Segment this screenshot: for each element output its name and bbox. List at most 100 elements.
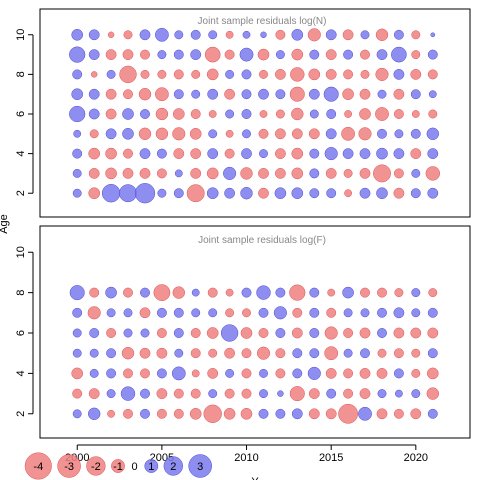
bubble-positive (88, 49, 100, 60)
bubble-negative (359, 168, 371, 179)
bubble-negative (123, 287, 133, 298)
bubble-positive (173, 49, 184, 60)
bubble-negative (88, 388, 100, 399)
bubble-negative (275, 148, 286, 159)
bubble-positive (360, 308, 370, 318)
bubble-positive (171, 366, 186, 381)
bubble-positive (241, 148, 252, 159)
bubble-positive (360, 30, 370, 40)
bubble-negative (411, 30, 421, 40)
bubble-positive (157, 188, 167, 198)
y-tick-label: 10 (15, 246, 27, 258)
bubble-positive (106, 389, 116, 399)
y-tick-label: 2 (15, 411, 27, 417)
bubble-negative (410, 148, 422, 159)
bubble-positive (190, 29, 201, 40)
bubble-negative (173, 148, 185, 159)
bubble-positive (140, 287, 150, 298)
bubble-positive (173, 328, 184, 338)
bubble-positive (207, 88, 219, 100)
bubble-positive (292, 368, 303, 379)
bubble-negative (258, 168, 269, 179)
bubble-positive (309, 148, 320, 159)
bubble-negative (207, 287, 218, 298)
bubble-positive (106, 348, 117, 359)
legend-label: -3 (64, 461, 74, 473)
bubble-positive (71, 88, 84, 101)
bubble-negative (291, 147, 304, 160)
bubble-negative (289, 386, 305, 402)
bubble-negative (122, 49, 134, 60)
bubble-negative (291, 327, 303, 339)
bubble-negative (426, 367, 439, 380)
bubble-positive (326, 188, 337, 199)
bubble-negative (206, 68, 219, 81)
bubble-negative (344, 110, 352, 118)
bubble-positive (155, 27, 169, 42)
bubble-positive (376, 147, 388, 160)
bubble-negative (428, 109, 438, 119)
legend-bubble (144, 459, 159, 473)
bubble-positive (72, 69, 83, 80)
bubble-negative (324, 346, 339, 361)
bubble-negative (240, 327, 253, 339)
bubble-negative (290, 67, 305, 82)
bubble-negative (342, 88, 354, 101)
bubble-positive (69, 285, 85, 301)
bubble-positive (343, 308, 353, 318)
bubble-negative (123, 148, 133, 159)
bubble-negative (375, 67, 389, 81)
bubble-negative (88, 168, 100, 179)
bubble-positive (72, 168, 82, 178)
bubble-negative (89, 129, 99, 139)
bubble-positive (393, 368, 404, 379)
bubble-negative (191, 69, 201, 79)
bubble-negative (393, 109, 404, 119)
bubble-negative (206, 167, 219, 180)
bubble-negative (155, 87, 169, 102)
bubble-positive (174, 348, 184, 358)
bubble-positive (173, 188, 184, 199)
bubble-negative (410, 327, 422, 339)
bubble-negative (325, 408, 337, 420)
bubble-positive (323, 86, 339, 102)
bubble-positive (291, 28, 304, 41)
panel-frame (39, 225, 471, 439)
bubble-positive (105, 286, 117, 299)
bubble-negative (156, 168, 167, 179)
bubble-positive (324, 147, 338, 161)
bubble-negative (359, 327, 371, 339)
bubble-positive (376, 49, 388, 60)
bubble-positive (309, 188, 320, 199)
bubble-negative (72, 388, 83, 399)
bubble-negative (258, 128, 269, 139)
bubble-positive (307, 366, 321, 380)
bubble-positive (208, 129, 218, 139)
bubble-positive (274, 187, 287, 200)
bubble-negative (411, 348, 421, 358)
legend-bubble (57, 454, 81, 478)
bubble-positive (89, 328, 100, 338)
bubble-positive (359, 148, 371, 159)
bubble-positive (393, 69, 405, 80)
bubble-positive (207, 148, 219, 159)
bubble-positive (358, 406, 372, 421)
bubble-negative (204, 46, 221, 63)
bubble-negative (393, 88, 405, 100)
bubble-positive (291, 408, 303, 420)
bubble-negative (308, 388, 320, 399)
bubble-positive (174, 169, 183, 178)
bubble-negative (291, 48, 304, 61)
bubble-negative (186, 184, 205, 203)
bubble-negative (393, 348, 404, 359)
bubble-positive (309, 109, 319, 119)
y-tick-label: 4 (15, 151, 27, 157)
bubble-negative (225, 30, 234, 39)
bubble-negative (394, 288, 404, 298)
bubble-negative (206, 327, 219, 339)
bubble-negative (291, 167, 304, 180)
bubble-positive (326, 388, 337, 399)
bubble-positive (427, 148, 439, 159)
bubble-negative (89, 287, 100, 298)
legend-bubble (111, 459, 125, 473)
